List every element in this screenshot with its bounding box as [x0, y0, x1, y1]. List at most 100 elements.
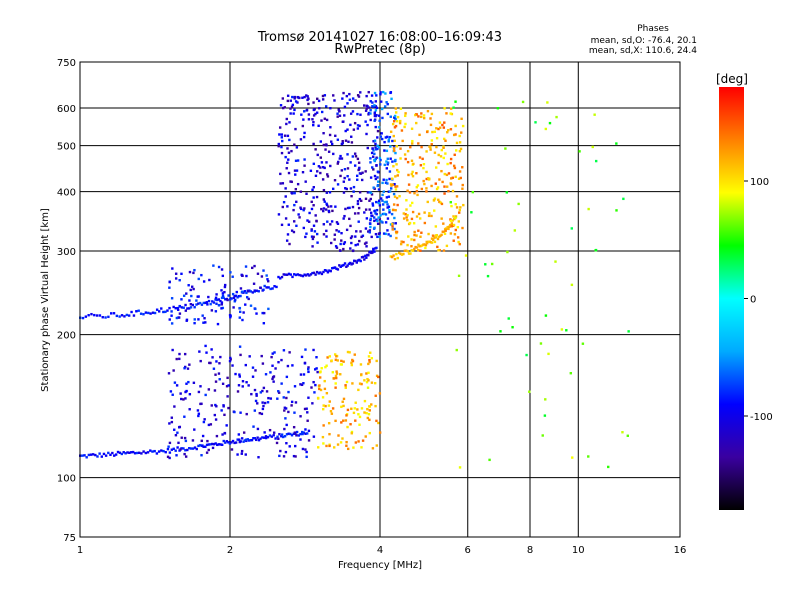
data-point	[318, 384, 321, 387]
data-point	[109, 453, 112, 457]
data-point	[98, 314, 102, 317]
data-point	[406, 149, 410, 153]
data-point	[379, 93, 382, 96]
data-point	[591, 145, 594, 149]
data-point	[229, 298, 232, 301]
data-point	[458, 141, 462, 144]
data-point	[214, 296, 218, 299]
data-point	[207, 295, 210, 299]
data-point	[102, 452, 106, 456]
data-point	[358, 197, 362, 201]
data-point	[244, 438, 248, 441]
data-point	[235, 290, 238, 294]
data-point	[264, 435, 268, 438]
data-point	[342, 247, 345, 251]
data-point	[426, 177, 430, 180]
data-point	[277, 360, 280, 364]
data-point	[175, 357, 178, 361]
data-point	[178, 312, 182, 315]
data-point	[303, 158, 306, 161]
data-point	[359, 259, 362, 263]
data-point	[427, 214, 431, 218]
data-point	[449, 182, 452, 185]
data-point	[272, 375, 276, 378]
data-point	[371, 155, 375, 158]
data-point	[220, 303, 223, 306]
data-point	[254, 369, 257, 372]
data-point	[350, 241, 353, 245]
data-point	[87, 453, 91, 457]
data-point	[310, 235, 314, 238]
data-point	[250, 438, 254, 442]
data-point	[365, 107, 368, 110]
data-point	[283, 106, 286, 109]
data-point	[255, 438, 258, 442]
data-point	[386, 206, 389, 209]
data-point	[449, 161, 452, 165]
data-point	[312, 435, 316, 438]
data-point	[290, 404, 293, 407]
data-point	[273, 351, 276, 354]
data-point	[377, 180, 380, 183]
data-point	[249, 304, 253, 307]
data-point	[460, 131, 463, 134]
data-point	[306, 432, 309, 435]
data-point	[326, 271, 330, 274]
data-point	[187, 307, 191, 310]
data-point	[393, 216, 396, 220]
data-point	[356, 178, 359, 181]
data-point	[389, 145, 392, 148]
data-point	[369, 351, 372, 354]
data-point	[188, 393, 192, 396]
data-point	[381, 221, 384, 224]
data-point	[419, 164, 423, 167]
data-point	[228, 442, 232, 445]
data-point	[375, 419, 378, 423]
data-point	[306, 95, 309, 98]
data-point	[565, 329, 568, 332]
data-point	[394, 222, 397, 225]
data-point	[385, 160, 388, 163]
data-point	[212, 442, 216, 446]
data-point	[415, 215, 419, 218]
data-point	[340, 169, 344, 172]
data-point	[450, 204, 453, 208]
data-point	[345, 414, 348, 417]
data-point	[162, 310, 165, 314]
data-point	[324, 105, 328, 108]
data-point	[271, 377, 274, 381]
data-point	[311, 402, 314, 405]
data-point	[207, 388, 211, 391]
data-point	[260, 412, 264, 416]
data-point	[255, 312, 258, 315]
data-point	[209, 302, 212, 306]
data-point	[416, 248, 420, 252]
data-point	[118, 451, 122, 454]
data-point	[334, 134, 337, 138]
data-point	[306, 273, 309, 276]
data-point	[183, 415, 186, 418]
data-point	[448, 225, 451, 228]
data-point	[384, 221, 388, 224]
data-point	[352, 411, 356, 415]
data-point	[217, 265, 221, 269]
data-point	[318, 376, 322, 379]
data-point	[325, 364, 328, 367]
data-point	[449, 107, 453, 110]
data-point	[393, 116, 396, 119]
data-point	[168, 422, 171, 425]
data-point	[284, 450, 288, 454]
data-point	[285, 396, 288, 400]
data-point	[251, 291, 255, 294]
data-point	[453, 166, 457, 170]
data-point	[343, 176, 346, 180]
data-point	[341, 97, 344, 100]
data-point	[295, 224, 298, 228]
data-point	[223, 413, 226, 417]
data-point	[449, 128, 453, 131]
data-point	[271, 364, 274, 367]
data-point	[364, 120, 367, 123]
data-point	[336, 162, 340, 165]
data-point	[166, 309, 169, 312]
data-point	[149, 312, 152, 315]
